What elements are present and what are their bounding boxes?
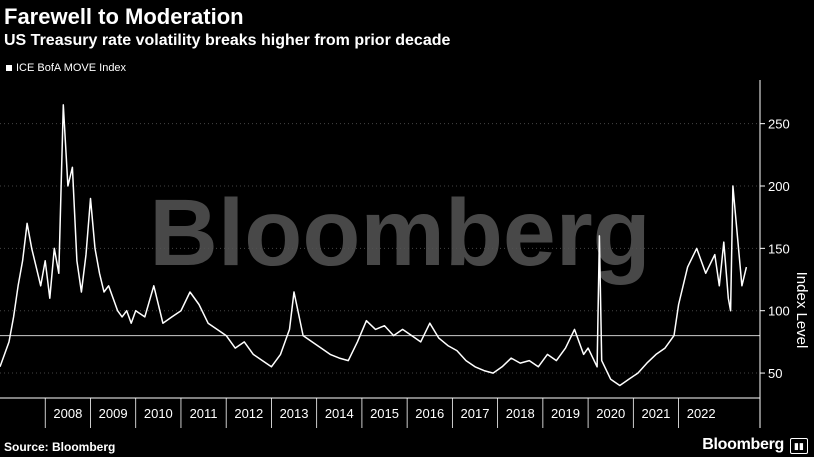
chart-subtitle: US Treasury rate volatility breaks highe…: [4, 32, 451, 49]
y-axis: 50 100 150 200 250: [759, 80, 790, 428]
x-tick-label: 2012: [234, 406, 263, 421]
series-line: [0, 104, 748, 387]
y-tick-label: 250: [768, 117, 790, 132]
x-tick-label: 2018: [506, 406, 535, 421]
x-tick-label: 2022: [687, 406, 716, 421]
y-tick-label: 50: [768, 366, 782, 381]
x-tick-label: 2020: [596, 406, 625, 421]
legend-label: ICE BofA MOVE Index: [16, 62, 127, 74]
x-tick-label: 2009: [99, 406, 128, 421]
x-tick-label: 2019: [551, 406, 580, 421]
chart: Bloomberg 50 100 150 200 250 2008 2009 2010 201…: [0, 80, 810, 428]
x-tick-label: 2010: [144, 406, 173, 421]
x-tick-label: 2011: [190, 406, 218, 421]
x-tick-label: 2014: [325, 406, 354, 421]
legend-swatch: [6, 65, 12, 71]
x-tick-label: 2008: [53, 406, 82, 421]
y-axis-label: Index Level: [793, 272, 810, 349]
bar-chart-icon: ▮▮: [790, 438, 808, 454]
brand-logo: Bloomberg: [702, 436, 784, 453]
source-note: Source: Bloomberg: [4, 440, 116, 454]
y-tick-label: 150: [768, 241, 790, 256]
grid: [0, 123, 760, 374]
chart-title: Farewell to Moderation: [4, 4, 244, 29]
y-tick-label: 200: [768, 179, 790, 194]
x-tick-label: 2013: [280, 406, 309, 421]
x-tick-label: 2015: [370, 406, 399, 421]
x-tick-label: 2016: [415, 406, 444, 421]
x-axis: 2008 2009 2010 2011 2012 2013 2014 2015 2016 2017…: [0, 397, 760, 428]
x-tick-label: 2021: [641, 406, 670, 421]
watermark: Bloomberg: [149, 180, 650, 286]
y-tick-label: 100: [768, 304, 790, 319]
legend: ICE BofA MOVE Index: [6, 62, 126, 74]
x-tick-label: 2017: [461, 406, 490, 421]
